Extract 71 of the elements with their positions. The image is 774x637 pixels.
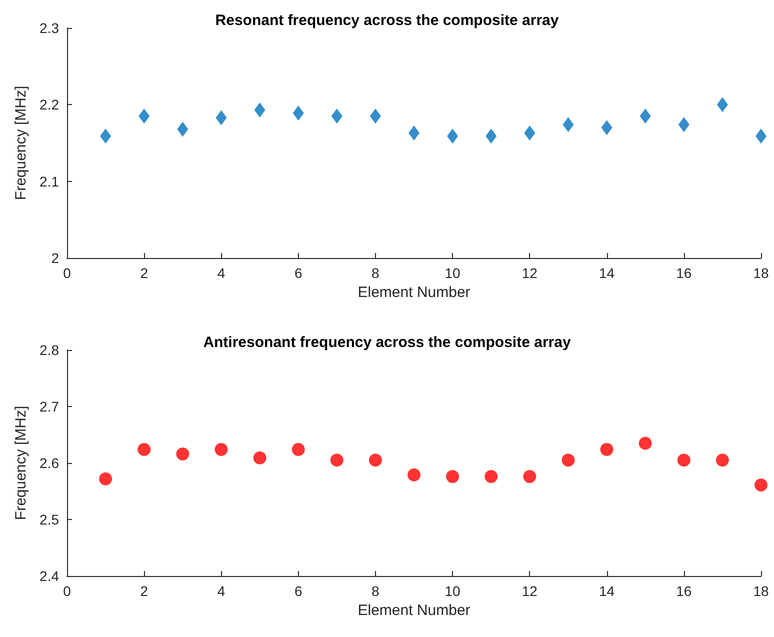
point bbox=[177, 122, 188, 137]
point bbox=[408, 468, 420, 482]
point bbox=[677, 454, 690, 467]
point bbox=[368, 454, 382, 467]
point bbox=[330, 454, 344, 467]
point bbox=[370, 108, 381, 124]
point bbox=[176, 447, 190, 460]
x-tick-label: 4 bbox=[217, 265, 226, 281]
point bbox=[100, 128, 112, 144]
y-axis-title: Frequency [MHz] bbox=[12, 86, 30, 200]
point bbox=[486, 128, 497, 144]
x-tick-label: 4 bbox=[217, 583, 226, 599]
point bbox=[254, 102, 266, 118]
point bbox=[446, 470, 460, 484]
x-tick-label: 14 bbox=[598, 265, 615, 281]
x-tick-label: 2 bbox=[140, 583, 148, 599]
x-tick-label: 12 bbox=[522, 583, 538, 599]
point bbox=[754, 478, 768, 492]
x-tick-label: 18 bbox=[753, 583, 769, 599]
point bbox=[99, 472, 112, 486]
y-tick-label: 2.5 bbox=[40, 512, 60, 528]
point bbox=[138, 442, 151, 456]
x-axis-title: Element Number bbox=[358, 284, 470, 301]
y-tick-label: 2.7 bbox=[40, 398, 60, 414]
x-tick-label: 10 bbox=[444, 583, 461, 599]
x-tick-label: 0 bbox=[63, 583, 72, 599]
x-tick-label: 0 bbox=[63, 265, 72, 281]
y-tick-label: 2.6 bbox=[40, 455, 60, 471]
chart-title: Antiresonant frequency across the composite array bbox=[203, 334, 572, 351]
point bbox=[640, 108, 651, 124]
x-tick-label: 10 bbox=[444, 265, 461, 281]
point bbox=[562, 117, 574, 132]
point bbox=[523, 470, 536, 484]
point bbox=[638, 436, 652, 450]
point bbox=[716, 454, 729, 467]
x-tick-label: 6 bbox=[294, 265, 302, 281]
x-axis-title: Element Number bbox=[358, 602, 470, 619]
point bbox=[562, 454, 575, 467]
x-tick-label: 2 bbox=[140, 265, 148, 281]
point bbox=[678, 117, 690, 132]
point bbox=[601, 120, 612, 136]
point bbox=[253, 451, 266, 464]
x-tick-label: 6 bbox=[294, 583, 302, 599]
y-tick-label: 2.8 bbox=[40, 342, 60, 358]
point bbox=[331, 108, 342, 124]
point bbox=[292, 106, 304, 121]
x-tick-label: 18 bbox=[753, 265, 769, 281]
chart-title: Resonant frequency across the composite array bbox=[215, 12, 560, 29]
y-tick-label: 2.3 bbox=[40, 20, 60, 36]
x-tick-label: 12 bbox=[522, 265, 538, 281]
point bbox=[214, 442, 228, 456]
point bbox=[138, 108, 150, 124]
x-tick-label: 8 bbox=[372, 583, 380, 599]
y-axis-title: Frequency [MHz] bbox=[12, 406, 30, 520]
point bbox=[756, 128, 766, 144]
point bbox=[408, 126, 420, 141]
point bbox=[524, 126, 536, 141]
point bbox=[484, 470, 498, 484]
y-tick-label: 2 bbox=[51, 250, 60, 266]
point bbox=[216, 110, 227, 126]
y-tick-label: 2.2 bbox=[40, 96, 60, 113]
point bbox=[447, 128, 458, 144]
y-tick-label: 2.4 bbox=[40, 568, 60, 584]
x-tick-label: 14 bbox=[598, 583, 615, 599]
x-tick-label: 8 bbox=[372, 265, 380, 281]
point bbox=[600, 442, 614, 456]
x-tick-label: 16 bbox=[676, 265, 692, 281]
x-tick-label: 16 bbox=[676, 583, 692, 599]
y-tick-label: 2.1 bbox=[40, 173, 60, 190]
point bbox=[716, 97, 728, 112]
point bbox=[292, 442, 305, 456]
